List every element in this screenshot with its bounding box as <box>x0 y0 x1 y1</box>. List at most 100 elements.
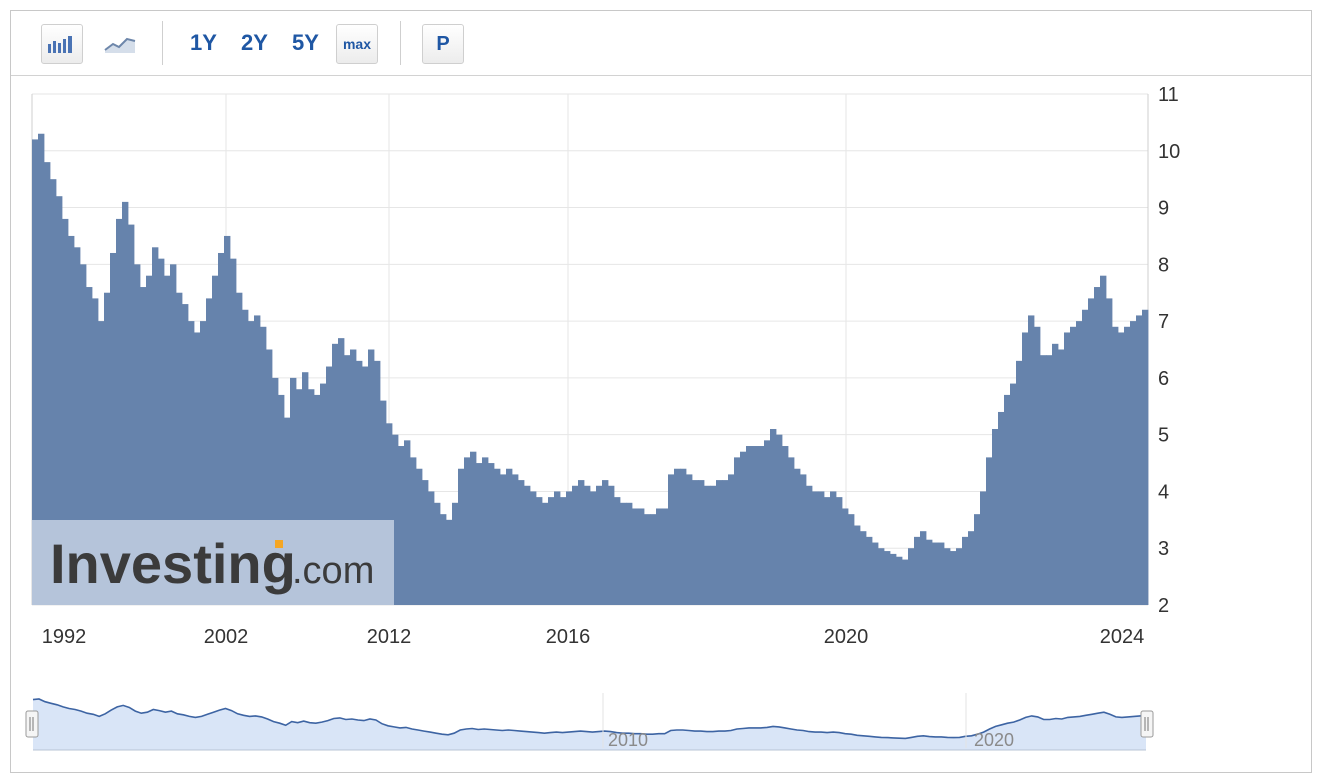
navigator-handle-left[interactable] <box>25 710 39 738</box>
area-bar <box>644 514 651 605</box>
area-bar <box>194 332 201 605</box>
area-bar <box>650 514 657 605</box>
area-bar <box>476 463 483 605</box>
area-bar <box>806 485 813 605</box>
area-bar <box>1064 332 1071 605</box>
area-bar <box>152 247 159 606</box>
main-chart[interactable]: Investing .com 2 3 4 5 6 7 8 9 10 11 1992 2002 2012… <box>0 0 1326 660</box>
area-bar <box>314 394 321 605</box>
area-bar <box>800 474 807 605</box>
area-bar <box>782 446 789 605</box>
area-bar <box>44 162 51 605</box>
area-bar <box>38 133 45 606</box>
area-bar <box>1016 360 1023 605</box>
area-bar <box>140 287 147 605</box>
area-bar <box>158 258 165 605</box>
area-bar <box>848 514 855 605</box>
area-bar <box>248 321 255 605</box>
area-bar <box>272 377 279 605</box>
x-tick-label: 2024 <box>1100 626 1145 648</box>
area-bar <box>398 446 405 605</box>
area-bar <box>344 355 351 605</box>
area-bar <box>242 309 249 605</box>
area-bar <box>872 542 879 605</box>
area-bar <box>734 457 741 605</box>
bar-chart-button[interactable] <box>41 24 83 64</box>
area-bar <box>932 542 939 605</box>
area-bar <box>530 491 537 605</box>
area-bar <box>32 139 39 606</box>
p-button[interactable]: P <box>422 24 464 64</box>
area-bar <box>1040 355 1047 605</box>
area-bar <box>830 491 837 605</box>
x-tick-label: 1992 <box>42 626 87 648</box>
line-chart-button[interactable] <box>99 24 141 64</box>
area-bar <box>590 491 597 605</box>
area-bar <box>56 196 63 605</box>
area-bar <box>116 218 123 605</box>
area-bar <box>320 383 327 605</box>
area-bar <box>836 497 843 605</box>
area-bar <box>986 457 993 605</box>
area-bar <box>422 480 429 605</box>
area-bar <box>920 531 927 605</box>
area-bar <box>992 428 999 605</box>
area-bar <box>716 480 723 605</box>
area-bar <box>404 440 411 605</box>
area-bar <box>788 457 795 605</box>
area-bar <box>302 372 309 605</box>
area-bar <box>80 264 87 605</box>
navigator-line <box>32 698 1147 740</box>
area-bar <box>110 252 117 606</box>
navigator-handle-right[interactable] <box>1140 710 1154 738</box>
area-bar <box>674 468 681 605</box>
area-bar <box>500 474 507 605</box>
area-bar <box>104 292 111 605</box>
area-bar <box>632 508 639 605</box>
area-bar <box>572 485 579 605</box>
area-bar <box>494 468 501 605</box>
range-navigator[interactable]: 2010 2020 <box>0 688 1326 778</box>
area-bar <box>266 349 273 605</box>
area-bar <box>74 247 81 606</box>
area-bar <box>470 451 477 605</box>
area-bar <box>578 480 585 605</box>
navigator-area <box>33 699 1146 750</box>
area-bar <box>1124 326 1131 605</box>
area-bar <box>338 338 345 605</box>
area-bar <box>998 411 1005 605</box>
area-bar <box>254 315 261 605</box>
area-bar <box>1136 315 1143 605</box>
area-bar <box>512 474 519 605</box>
area-bar <box>854 525 861 605</box>
range-1y-button[interactable]: 1Y <box>190 30 217 55</box>
range-5y-button[interactable]: 5Y <box>292 30 319 55</box>
y-tick-label: 7 <box>1158 311 1169 333</box>
area-bar <box>1106 298 1113 605</box>
investing-watermark: Investing .com <box>32 520 394 605</box>
area-bar <box>584 485 591 605</box>
area-bar <box>284 417 291 605</box>
area-bar <box>452 502 459 605</box>
area-bar <box>1130 321 1137 605</box>
area-bar <box>230 258 237 605</box>
area-bar <box>1070 326 1077 605</box>
area-bar <box>1022 332 1029 605</box>
range-2y-button[interactable]: 2Y <box>241 30 268 55</box>
area-bar <box>728 474 735 605</box>
area-bar <box>1118 332 1125 605</box>
area-bar <box>950 551 957 605</box>
y-tick-label: 6 <box>1158 368 1169 390</box>
area-bar <box>896 556 903 605</box>
area-bar <box>752 446 759 605</box>
y-tick-label: 8 <box>1158 254 1169 276</box>
area-bar <box>1052 343 1059 605</box>
range-max-button[interactable]: max <box>336 24 378 64</box>
watermark-brand: Investing <box>50 532 296 595</box>
area-bar <box>770 428 777 605</box>
area-bar <box>794 468 801 605</box>
navigator-series <box>32 698 1147 751</box>
area-bar <box>740 451 747 605</box>
area-bar <box>1082 309 1089 605</box>
area-bar <box>86 287 93 605</box>
